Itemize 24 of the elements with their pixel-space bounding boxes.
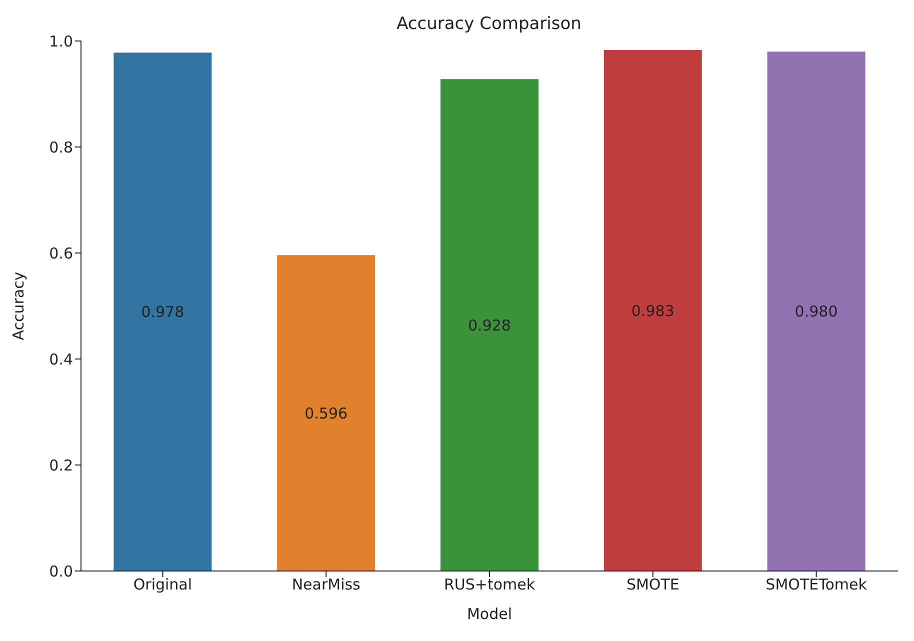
y-axis-title: Accuracy: [9, 272, 28, 340]
bar: [604, 50, 702, 571]
x-tick-label: SMOTE: [626, 576, 680, 594]
y-tick-label: 0.0: [49, 562, 73, 580]
bar: [114, 52, 212, 571]
chart-title: Accuracy Comparison: [396, 14, 582, 34]
data-label: 0.983: [631, 302, 674, 320]
bar: [440, 79, 538, 571]
y-tick-label: 0.6: [49, 244, 73, 262]
data-label: 0.978: [141, 303, 184, 322]
y-tick-label: 0.8: [49, 138, 73, 156]
data-label: 0.596: [304, 404, 348, 422]
x-tick-label: RUS+tomek: [444, 576, 536, 594]
data-label: 0.980: [794, 302, 838, 321]
x-tick-label: Original: [133, 576, 192, 594]
x-tick-label: NearMiss: [292, 576, 361, 594]
x-axis-title: Model: [466, 605, 512, 623]
bar: [767, 52, 866, 571]
bar: [277, 255, 376, 571]
y-tick-label: 0.2: [49, 456, 73, 474]
data-label: 0.928: [468, 316, 511, 334]
y-tick-label: 1.0: [49, 32, 73, 50]
x-tick-label: SMOTETomek: [766, 576, 868, 594]
y-tick-label: 0.4: [49, 350, 73, 368]
